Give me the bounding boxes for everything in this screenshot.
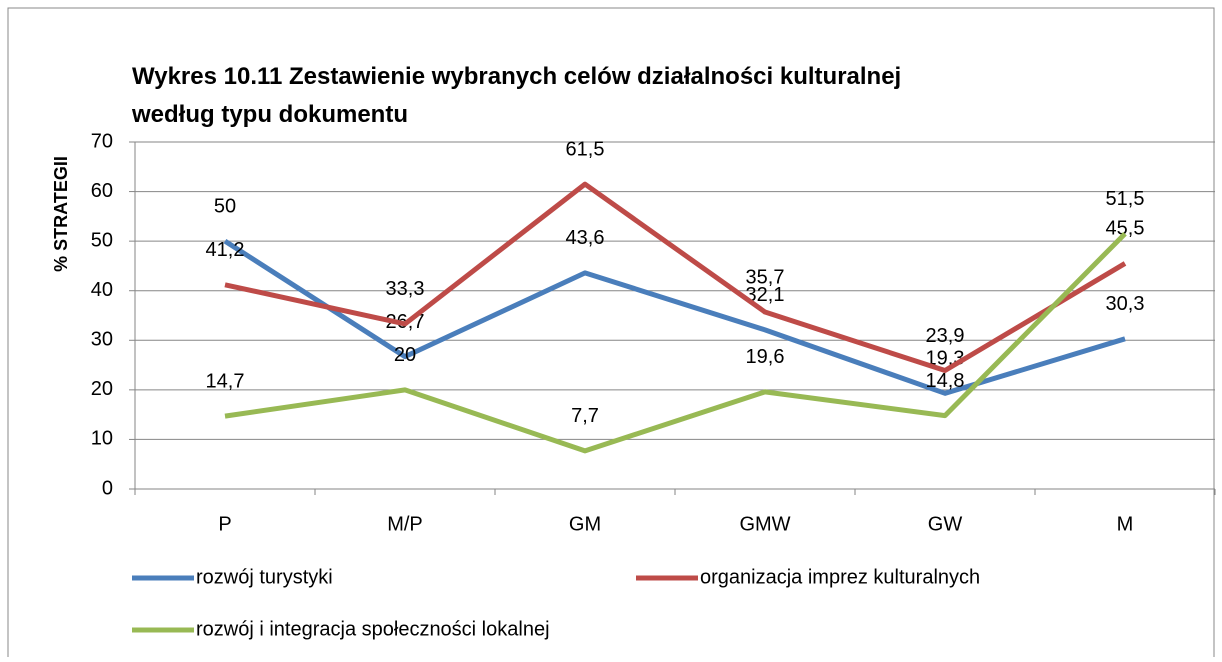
data-label: 19,6	[746, 346, 785, 368]
y-tick-label: 20	[91, 378, 113, 400]
y-tick-label: 60	[91, 180, 113, 202]
x-tick-label: GW	[928, 513, 963, 535]
series-line	[224, 181, 1127, 374]
series-line	[224, 231, 1127, 454]
chart-title: według typu dokumentu	[131, 101, 408, 128]
x-tick-label: M/P	[387, 513, 423, 535]
y-tick-label: 40	[91, 279, 113, 301]
y-tick-label: 50	[91, 229, 113, 251]
chart-border	[7, 7, 1215, 662]
y-tick-label: 10	[91, 428, 113, 450]
data-label: 7,7	[571, 405, 599, 427]
data-label: 33,3	[386, 278, 425, 300]
data-label: 45,5	[1106, 218, 1145, 240]
data-label: 50	[214, 195, 236, 217]
x-tick-label: GM	[569, 513, 601, 535]
data-label: 14,7	[206, 370, 245, 392]
legend-label: organizacja imprez kulturalnych	[700, 566, 980, 588]
data-label: 14,8	[926, 370, 965, 392]
data-label: 23,9	[926, 325, 965, 347]
data-label: 35,7	[746, 266, 785, 288]
x-tick-label: P	[218, 513, 231, 535]
data-label: 32,1	[746, 284, 785, 306]
data-label: 30,3	[1106, 293, 1145, 315]
y-tick-label: 30	[91, 329, 113, 351]
legend-label: rozwój turystyki	[196, 566, 333, 588]
y-axis-title: % STRATEGII	[51, 156, 71, 272]
x-tick-label: M	[1117, 513, 1134, 535]
legend-label: rozwój i integracja społeczności lokalne…	[196, 618, 550, 640]
x-tick-label: GMW	[739, 513, 790, 535]
y-tick-label: 70	[91, 130, 113, 152]
chart-title: Wykres 10.11 Zestawienie wybranych celów…	[132, 63, 901, 90]
data-label: 51,5	[1106, 188, 1145, 210]
y-tick-label: 0	[102, 477, 113, 499]
data-label: 41,2	[206, 239, 245, 261]
data-label: 43,6	[566, 227, 605, 249]
data-label: 20	[394, 344, 416, 366]
data-label: 61,5	[566, 138, 605, 160]
